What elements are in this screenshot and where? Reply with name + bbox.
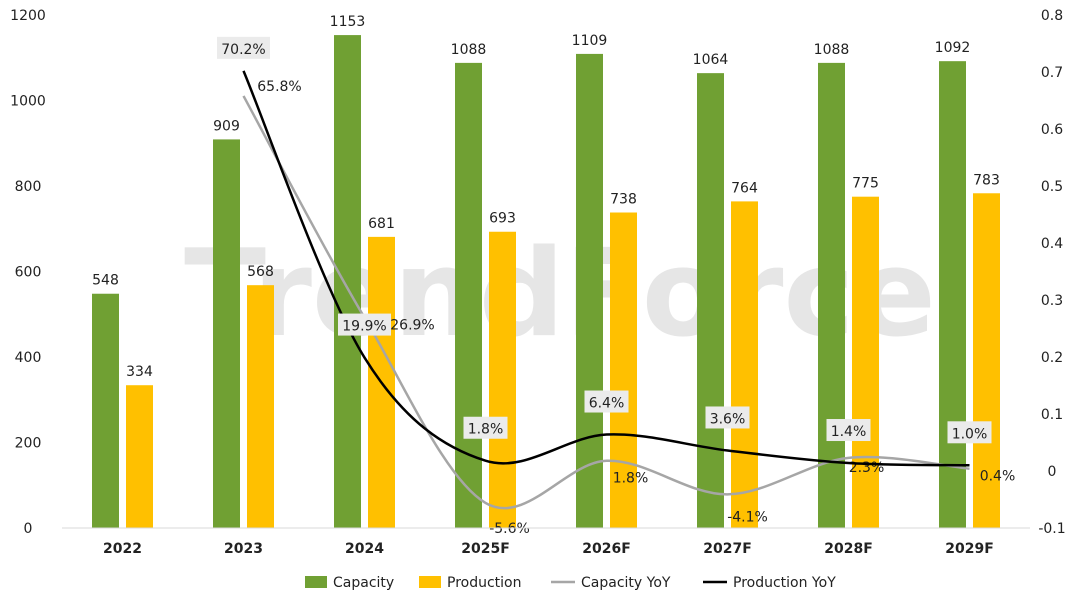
production-data-label: 775 — [852, 176, 879, 192]
production-yoy-data-label: 70.2% — [221, 42, 265, 58]
production-bar — [126, 385, 153, 528]
capacity-yoy-data-label: 1.8% — [613, 471, 649, 487]
capacity-data-label: 1153 — [330, 14, 366, 30]
y-left-tick: 1200 — [10, 8, 46, 24]
production-data-label: 334 — [126, 364, 153, 380]
y-right-tick: 0.7 — [1041, 65, 1063, 81]
legend: Capacity Production Capacity YoY Production… — [305, 575, 836, 591]
x-tick: 2024 — [345, 541, 384, 557]
production-yoy-label-bg — [584, 390, 629, 413]
capacity-yoy-data-label: 26.9% — [390, 318, 434, 334]
watermark: TrendForce — [184, 225, 936, 364]
y-left-tick: 0 — [24, 521, 33, 537]
x-tick: 2026F — [582, 541, 631, 557]
capacity-bar — [213, 139, 240, 528]
capacity-yoy-data-label: -5.6% — [489, 521, 530, 537]
capacity-data-label: 1088 — [814, 42, 850, 58]
capacity-yoy-data-label: 65.8% — [257, 79, 301, 95]
y-right-tick: 0 — [1048, 464, 1057, 480]
production-yoy-data-label: 1.0% — [952, 426, 988, 442]
capacity-data-label: 1064 — [693, 52, 729, 68]
production-yoy-label-bg — [217, 36, 270, 59]
capacity-bar — [818, 62, 845, 528]
y-left-tick: 800 — [15, 179, 42, 195]
x-tick: 2029F — [945, 541, 994, 557]
production-data-label: 681 — [368, 216, 395, 232]
legend-label: Capacity YoY — [581, 575, 671, 591]
capacity-data-label: 1092 — [935, 40, 971, 56]
production-yoy-label-bg — [463, 416, 508, 439]
x-tick: 2023 — [224, 541, 263, 557]
production-data-label: 783 — [973, 172, 1000, 188]
x-tick: 2027F — [703, 541, 752, 557]
production-bar — [852, 196, 879, 528]
production-yoy-data-label: 19.9% — [342, 319, 386, 335]
legend-label: Production YoY — [733, 575, 836, 591]
capacity-data-label: 1109 — [572, 33, 608, 49]
production-data-label: 568 — [247, 264, 274, 280]
capacity-yoy-data-label: -4.1% — [727, 509, 768, 525]
y-right-tick: -0.1 — [1038, 521, 1065, 537]
capacity-bar — [92, 293, 119, 528]
production-bar — [731, 201, 758, 528]
y-left-tick: 200 — [15, 436, 42, 452]
production-bar — [247, 285, 274, 528]
capacity-data-label: 1088 — [451, 42, 487, 58]
capacity-bar — [697, 73, 724, 528]
capacity-legend-swatch — [305, 576, 327, 588]
production-data-label: 738 — [610, 192, 637, 208]
capacity-bar — [334, 35, 361, 528]
production-yoy-label-bg — [338, 313, 391, 336]
production-yoy-data-label: 6.4% — [589, 396, 625, 412]
production-bar — [973, 193, 1000, 528]
capacity-yoy-data-label: 0.4% — [980, 469, 1016, 485]
y-right-tick: 0.3 — [1041, 293, 1063, 309]
y-left-tick: 400 — [15, 350, 42, 366]
production-legend-swatch — [419, 576, 441, 588]
capacity-bar — [939, 61, 966, 529]
capacity-yoy-line — [242, 95, 970, 510]
production-yoy-data-label: 3.6% — [710, 411, 746, 427]
y-right-tick: 0.5 — [1041, 179, 1063, 195]
capacity-data-label: 548 — [92, 273, 119, 289]
legend-label: Production — [447, 575, 521, 591]
y-right-tick: 0.4 — [1041, 236, 1063, 252]
y-left-tick: 1000 — [10, 94, 46, 110]
y-right-tick: 0.1 — [1041, 407, 1063, 423]
y-right-tick: 0.2 — [1041, 350, 1063, 366]
capacity-data-label: 909 — [213, 118, 240, 134]
production-yoy-label-bg — [947, 421, 992, 444]
production-yoy-line — [242, 70, 970, 467]
x-tick: 2028F — [824, 541, 873, 557]
production-data-label: 693 — [489, 211, 516, 227]
x-tick: 2022 — [103, 541, 142, 557]
capacity-bar — [576, 53, 603, 529]
y-right-tick: 0.6 — [1041, 122, 1063, 138]
x-tick: 2025F — [461, 541, 510, 557]
production-yoy-label-bg — [826, 419, 871, 442]
production-yoy-data-label: 1.4% — [831, 424, 867, 440]
production-bar — [489, 231, 516, 528]
legend-label: Capacity — [333, 575, 394, 591]
y-right-tick: 0.8 — [1041, 8, 1063, 24]
production-data-label: 764 — [731, 180, 758, 196]
production-bar — [610, 212, 637, 528]
production-yoy-data-label: 1.8% — [468, 422, 504, 438]
y-left-tick: 600 — [15, 265, 42, 281]
production-yoy-label-bg — [705, 406, 750, 429]
